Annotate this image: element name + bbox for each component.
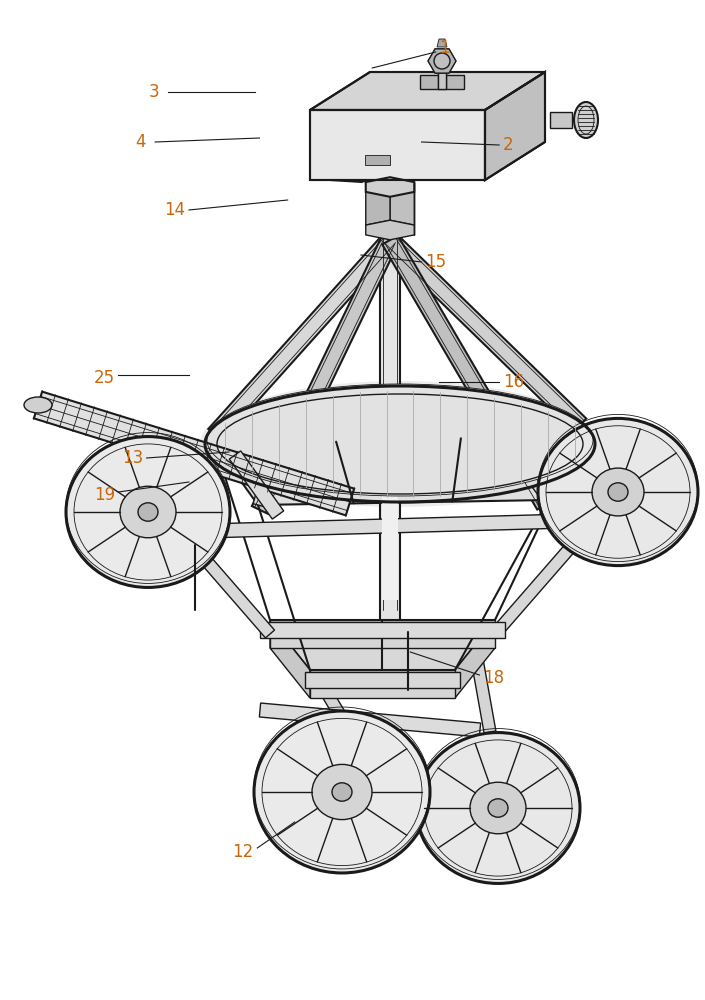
Polygon shape — [366, 220, 415, 240]
Ellipse shape — [120, 486, 176, 538]
Polygon shape — [428, 49, 456, 73]
Polygon shape — [435, 61, 449, 73]
Polygon shape — [270, 620, 310, 698]
Polygon shape — [305, 672, 460, 688]
Polygon shape — [365, 155, 390, 165]
Polygon shape — [442, 49, 456, 61]
Polygon shape — [270, 620, 495, 670]
Polygon shape — [579, 431, 598, 448]
Polygon shape — [491, 498, 615, 638]
Polygon shape — [384, 234, 587, 431]
Ellipse shape — [488, 799, 508, 817]
Polygon shape — [259, 703, 481, 737]
Ellipse shape — [574, 102, 598, 138]
Ellipse shape — [332, 783, 352, 801]
Text: 16: 16 — [503, 373, 524, 391]
Ellipse shape — [254, 711, 430, 873]
Polygon shape — [485, 72, 545, 180]
Polygon shape — [34, 392, 354, 515]
Polygon shape — [366, 177, 415, 197]
Polygon shape — [310, 72, 545, 110]
Polygon shape — [66, 406, 342, 505]
Ellipse shape — [416, 733, 580, 883]
Polygon shape — [366, 177, 390, 225]
Polygon shape — [310, 670, 455, 698]
Ellipse shape — [592, 468, 644, 516]
Text: 2: 2 — [502, 136, 513, 154]
Text: 12: 12 — [233, 843, 254, 861]
Polygon shape — [390, 177, 415, 225]
Polygon shape — [208, 234, 397, 441]
Polygon shape — [550, 112, 572, 128]
Ellipse shape — [470, 782, 526, 834]
Ellipse shape — [200, 381, 600, 507]
Polygon shape — [435, 49, 449, 61]
Polygon shape — [437, 39, 447, 47]
Polygon shape — [260, 622, 505, 638]
Polygon shape — [204, 439, 216, 450]
Text: 4: 4 — [136, 133, 146, 151]
Text: 1: 1 — [439, 39, 450, 57]
Polygon shape — [252, 236, 398, 514]
Ellipse shape — [66, 437, 230, 587]
Ellipse shape — [538, 418, 698, 566]
Polygon shape — [270, 620, 495, 648]
Text: 13: 13 — [122, 449, 143, 467]
Polygon shape — [310, 110, 485, 180]
Ellipse shape — [207, 384, 593, 496]
Polygon shape — [382, 235, 553, 510]
Text: 19: 19 — [94, 486, 115, 504]
Polygon shape — [168, 513, 605, 539]
Polygon shape — [532, 482, 552, 503]
Polygon shape — [420, 75, 464, 89]
Text: 25: 25 — [94, 369, 115, 387]
Ellipse shape — [24, 397, 52, 413]
Text: 3: 3 — [148, 83, 159, 101]
Circle shape — [434, 53, 450, 69]
Polygon shape — [428, 61, 442, 73]
Polygon shape — [428, 49, 442, 61]
Text: 14: 14 — [164, 201, 185, 219]
Polygon shape — [295, 645, 345, 718]
Text: 15: 15 — [425, 253, 446, 271]
Polygon shape — [455, 620, 495, 698]
Polygon shape — [253, 483, 269, 506]
Ellipse shape — [608, 483, 628, 501]
Text: 18: 18 — [483, 669, 504, 687]
Polygon shape — [185, 538, 274, 638]
Polygon shape — [229, 451, 283, 519]
Ellipse shape — [138, 503, 158, 521]
Polygon shape — [382, 465, 398, 600]
Polygon shape — [380, 235, 400, 640]
Polygon shape — [469, 647, 496, 733]
Polygon shape — [215, 435, 582, 505]
Ellipse shape — [312, 764, 372, 820]
Polygon shape — [442, 61, 456, 73]
Polygon shape — [438, 61, 446, 89]
